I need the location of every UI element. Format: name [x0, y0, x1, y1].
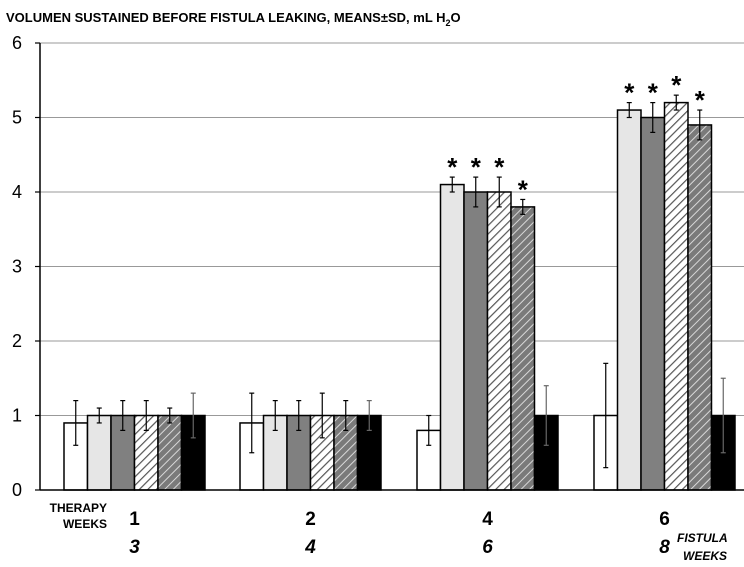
- error-bar: [143, 400, 149, 431]
- bar: [86, 414, 112, 491]
- bar: [640, 116, 666, 491]
- axes: [35, 42, 744, 491]
- y-tick-label: 0: [12, 480, 22, 500]
- x-caption-fistula: FISTULA: [677, 531, 728, 545]
- fistula-weeks-label: 4: [304, 537, 316, 558]
- error-bar: [543, 385, 549, 446]
- error-bar: [496, 176, 502, 208]
- error-bar: [626, 101, 632, 119]
- error-bar: [343, 400, 349, 431]
- fistula-weeks-label: 8: [659, 537, 670, 558]
- error-bar: [120, 400, 126, 431]
- error-bar: [96, 407, 102, 424]
- bar: [510, 206, 536, 491]
- significance-star: *: [518, 174, 529, 204]
- bar: [486, 191, 512, 491]
- error-bar: [296, 400, 302, 431]
- error-bar: [473, 176, 479, 208]
- chart-title: VOLUMEN SUSTAINED BEFORE FISTULA LEAKING…: [6, 10, 461, 28]
- significance-star: *: [447, 152, 458, 182]
- x-caption-fistula-weeks: WEEKS: [683, 549, 727, 563]
- therapy-weeks-label: 6: [659, 509, 670, 530]
- error-bar: [720, 377, 726, 454]
- therapy-weeks-label: 2: [305, 509, 316, 530]
- x-caption-therapy: THERAPY: [50, 501, 107, 515]
- bar: [463, 191, 489, 491]
- x-axis-labels: 1 3 2 4 4 6 6 8: [129, 509, 670, 558]
- error-bar: [520, 198, 526, 215]
- error-bar: [426, 414, 432, 446]
- y-tick-label: 5: [12, 108, 22, 128]
- y-tick-label: 2: [12, 331, 22, 351]
- fistula-weeks-label: 6: [482, 537, 493, 558]
- y-tick-label: 1: [12, 406, 22, 426]
- y-tick-label: 4: [12, 182, 22, 202]
- error-bar: [603, 362, 609, 469]
- bars: [63, 101, 736, 491]
- bar: [157, 414, 183, 491]
- significance-markers: * * * * * * * *: [447, 70, 706, 204]
- significance-star: *: [471, 152, 482, 182]
- fistula-weeks-label: 3: [129, 537, 140, 558]
- error-bar: [73, 400, 79, 446]
- bar: [616, 109, 642, 491]
- error-bar: [249, 392, 255, 454]
- bar: [687, 124, 713, 491]
- error-bar: [190, 392, 196, 439]
- error-bar: [272, 400, 278, 431]
- error-bar: [697, 109, 703, 141]
- significance-star: *: [624, 78, 635, 108]
- error-bars: [73, 94, 726, 469]
- therapy-weeks-label: 1: [129, 509, 140, 530]
- bar: [439, 183, 465, 491]
- error-bar: [673, 94, 679, 111]
- error-bar: [167, 407, 173, 424]
- significance-star: *: [695, 85, 706, 115]
- error-bar: [650, 101, 656, 133]
- error-bar: [449, 176, 455, 193]
- error-bar: [366, 400, 372, 431]
- y-tick-label: 6: [12, 33, 22, 53]
- x-caption-therapy-weeks: WEEKS: [63, 517, 107, 531]
- significance-star: *: [494, 152, 505, 182]
- significance-star: *: [671, 70, 682, 100]
- therapy-weeks-label: 4: [482, 509, 493, 530]
- bar: [663, 101, 689, 491]
- y-tick-label: 3: [12, 257, 22, 277]
- y-axis-ticks: 0 1 2 3 4 5 6: [12, 33, 22, 500]
- significance-star: *: [648, 78, 659, 108]
- error-bar: [319, 392, 325, 439]
